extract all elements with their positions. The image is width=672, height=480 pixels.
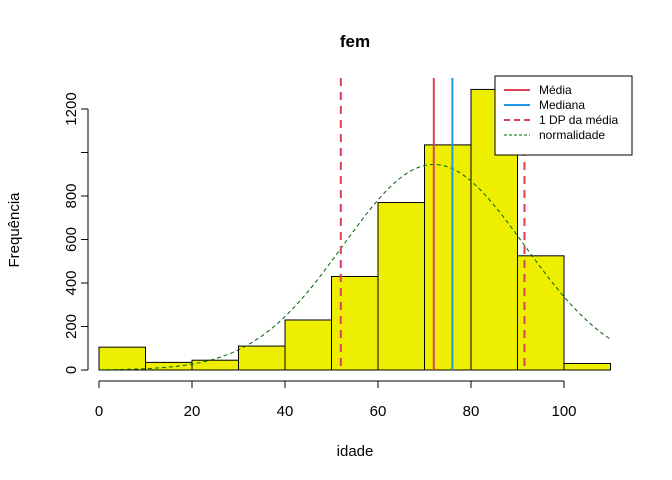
x-tick-label-20: 20	[184, 403, 201, 420]
histogram-bar-30-40	[238, 345, 286, 371]
y-tick-label-400: 400	[63, 270, 80, 295]
legend-label-0: Média	[539, 83, 572, 97]
legend-label-2: 1 DP da média	[539, 113, 618, 127]
histogram-bar-10-20	[145, 361, 193, 371]
histogram-bar-100-110	[563, 362, 611, 371]
chart-title: fem	[340, 32, 370, 51]
x-axis: 0 20 40 60 80 100	[95, 380, 577, 420]
normal-curve-layer	[98, 163, 611, 371]
y-axis-label: Frequência	[6, 192, 23, 268]
y-tick-label-800: 800	[63, 183, 80, 208]
y-tick-label-200: 200	[63, 314, 80, 339]
histogram-bar-20-30	[191, 359, 239, 371]
x-tick-label-60: 60	[370, 403, 387, 420]
histogram-bar-0-10	[98, 346, 146, 371]
histogram-bar-50-60	[331, 275, 379, 371]
legend-label-3: normalidade	[539, 128, 605, 142]
histogram-bar-90-100	[517, 255, 565, 371]
y-tick-label-600: 600	[63, 227, 80, 252]
histogram-bar-60-70	[377, 202, 425, 371]
x-tick-label-0: 0	[95, 403, 103, 420]
y-tick-label-0: 0	[63, 366, 80, 374]
x-tick-label-40: 40	[277, 403, 294, 420]
x-tick-label-80: 80	[463, 403, 480, 420]
normal-curve-line	[98, 163, 611, 371]
histogram-bar-40-50	[284, 319, 332, 371]
y-tick-label-1200: 1200	[63, 92, 80, 125]
legend-label-1: Mediana	[539, 98, 585, 112]
y-axis: 0 200 400 600 800 1200	[63, 92, 89, 374]
histogram-bar-70-80	[424, 144, 472, 371]
x-axis-label: idade	[337, 443, 374, 460]
x-tick-label-100: 100	[551, 403, 576, 420]
